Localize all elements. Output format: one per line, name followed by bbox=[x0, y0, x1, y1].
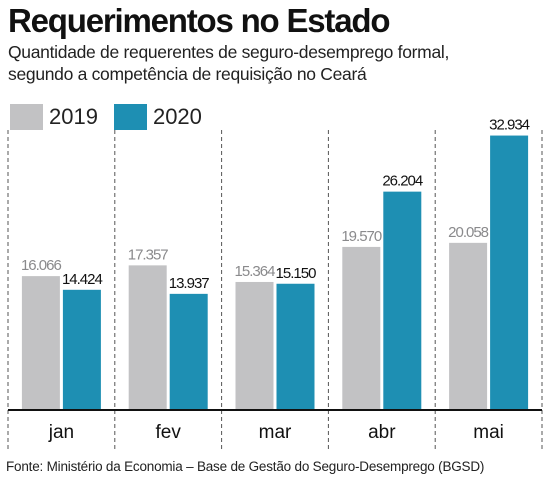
x-tick-label-mai: mai bbox=[473, 422, 504, 443]
value-label-2019-mar: 15.364 bbox=[235, 263, 276, 280]
bar-2019-fev bbox=[128, 265, 167, 410]
bar-2020-mai bbox=[490, 135, 529, 411]
subtitle-line-2: segundo a competência de requisição no C… bbox=[8, 64, 367, 84]
x-tick-label-fev: fev bbox=[156, 422, 182, 443]
value-label-2019-mai: 20.058 bbox=[448, 224, 489, 241]
legend-swatch-2019 bbox=[10, 104, 43, 130]
value-label-2020-abr: 26.204 bbox=[382, 173, 423, 190]
bar-2020-mar bbox=[276, 283, 315, 410]
bar-2019-jan bbox=[21, 276, 60, 410]
bar-2019-mar bbox=[235, 281, 274, 410]
legend: 2019 2020 bbox=[10, 104, 218, 130]
bar-2020-abr bbox=[383, 191, 422, 410]
value-label-2020-fev: 13.937 bbox=[169, 275, 210, 292]
bar-2019-mai bbox=[449, 242, 488, 410]
chart-subtitle: Quantidade de requerentes de seguro-dese… bbox=[8, 41, 449, 85]
chart-title: Requerimentos no Estado bbox=[8, 2, 390, 39]
legend-item-2020: 2020 bbox=[113, 104, 202, 130]
legend-label-2020: 2020 bbox=[152, 104, 202, 129]
subtitle-line-1: Quantidade de requerentes de seguro-dese… bbox=[8, 42, 450, 62]
x-tick-label-mar: mar bbox=[259, 422, 292, 443]
bar-2020-fev bbox=[169, 293, 208, 410]
legend-label-2019: 2019 bbox=[49, 104, 98, 129]
source-footer: Fonte: Ministério da Economia – Base de … bbox=[6, 459, 485, 474]
x-tick-label-abr: abr bbox=[368, 422, 396, 443]
value-label-2019-abr: 19.570 bbox=[341, 228, 382, 245]
bar-2019-abr bbox=[342, 246, 381, 410]
value-label-2020-jan: 14.424 bbox=[62, 271, 103, 288]
value-label-2020-mai: 32.934 bbox=[489, 117, 530, 134]
value-label-2020-mar: 15.150 bbox=[276, 265, 317, 282]
x-tick-label-jan: jan bbox=[48, 422, 74, 443]
value-label-2019-fev: 17.357 bbox=[128, 246, 169, 263]
bar-2020-jan bbox=[62, 289, 101, 410]
legend-swatch-2020 bbox=[113, 104, 147, 130]
legend-item-2019: 2019 bbox=[10, 104, 98, 130]
value-label-2019-jan: 16.066 bbox=[21, 257, 62, 274]
